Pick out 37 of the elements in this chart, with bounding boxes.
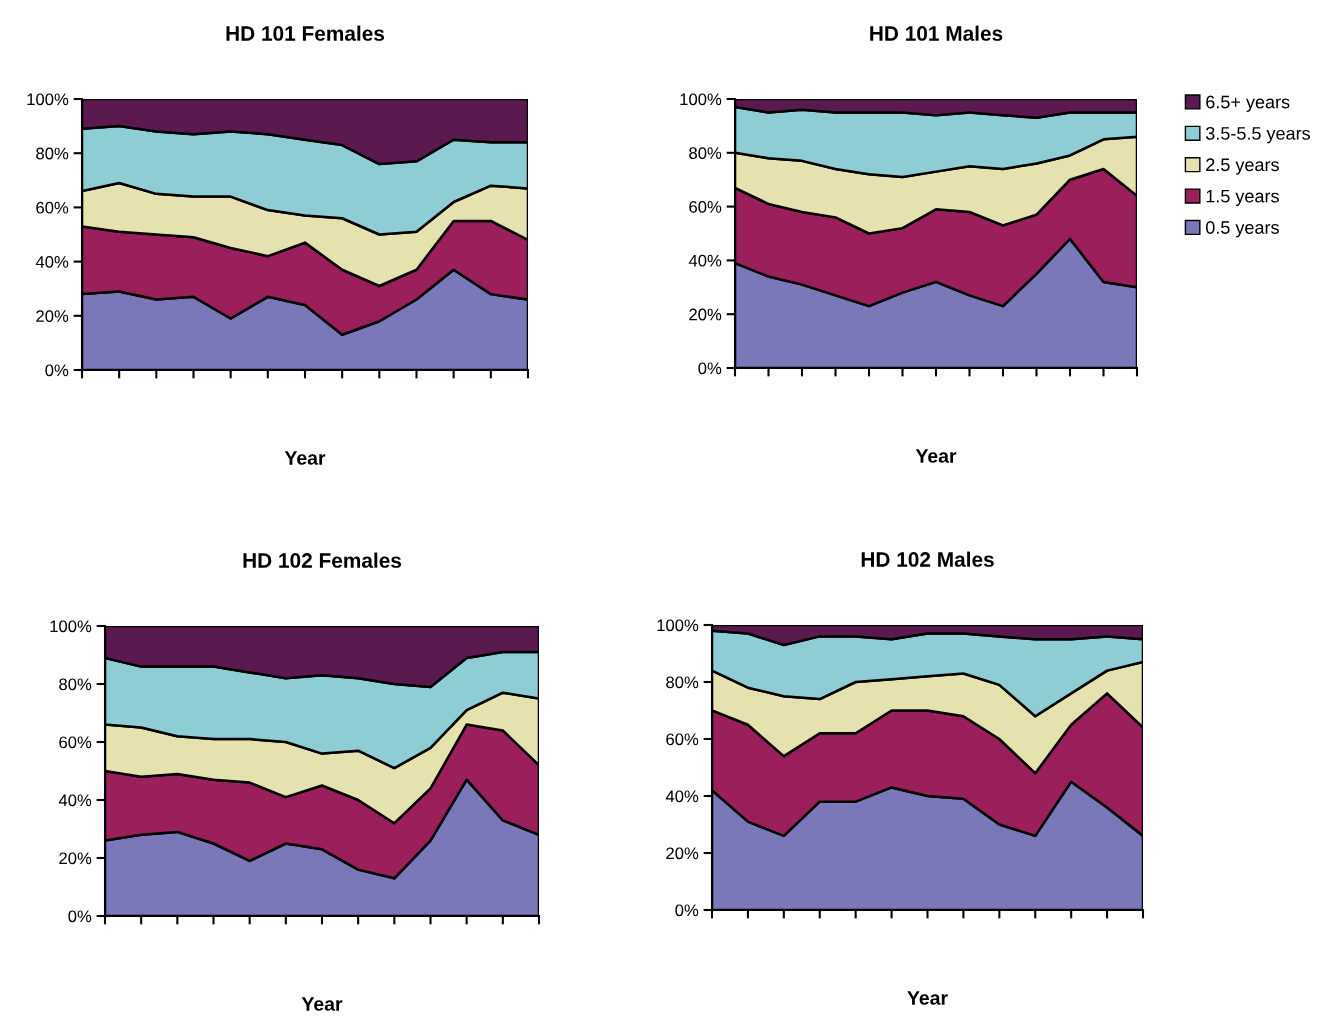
- legend-label: 6.5+ years: [1206, 95, 1290, 112]
- y-tick-label: 20%: [666, 847, 699, 860]
- y-tick-label: 20%: [689, 308, 722, 321]
- legend-label: 2.5 years: [1206, 158, 1279, 175]
- legend-label: 3.5-5.5 years: [1205, 126, 1310, 144]
- x-axis-title: Year: [915, 449, 957, 463]
- y-tick-label: 20%: [59, 852, 92, 865]
- y-tick-label: 40%: [665, 790, 699, 803]
- y-tick-label: 40%: [35, 256, 69, 268]
- x-axis-title: Year: [301, 997, 343, 1011]
- legend-label: 1.5 years: [1206, 189, 1279, 207]
- y-tick-label: 100%: [50, 620, 92, 633]
- y-tick-label: 60%: [666, 733, 699, 746]
- y-tick-label: 80%: [689, 147, 722, 159]
- x-axis-title: Year: [284, 451, 326, 465]
- y-tick-label: 40%: [688, 254, 722, 267]
- chart-title: HD 102 Females: [243, 552, 402, 568]
- y-tick-label: 80%: [36, 147, 69, 160]
- chart-title: HD 101 Males: [870, 25, 1003, 41]
- y-tick-label: 100%: [680, 93, 722, 106]
- y-tick-label: 0%: [68, 910, 92, 923]
- y-tick-label: 80%: [59, 678, 92, 691]
- y-tick-label: 0%: [698, 362, 722, 375]
- x-axis-title: Year: [907, 991, 948, 1005]
- y-tick-label: 100%: [27, 93, 69, 106]
- y-tick-label: 40%: [58, 794, 92, 807]
- y-tick-label: 60%: [36, 201, 69, 214]
- y-tick-label: 60%: [689, 201, 722, 213]
- y-tick-label: 0%: [675, 904, 699, 917]
- y-tick-label: 0%: [45, 364, 69, 377]
- y-tick-label: 60%: [59, 736, 92, 749]
- y-tick-label: 100%: [657, 619, 699, 632]
- chart-title: HD 102 Males: [861, 551, 994, 567]
- y-tick-label: 20%: [36, 310, 69, 322]
- y-tick-label: 80%: [666, 676, 699, 689]
- chart-title: HD 101 Females: [226, 25, 385, 41]
- legend-label: 0.5 years: [1205, 221, 1279, 238]
